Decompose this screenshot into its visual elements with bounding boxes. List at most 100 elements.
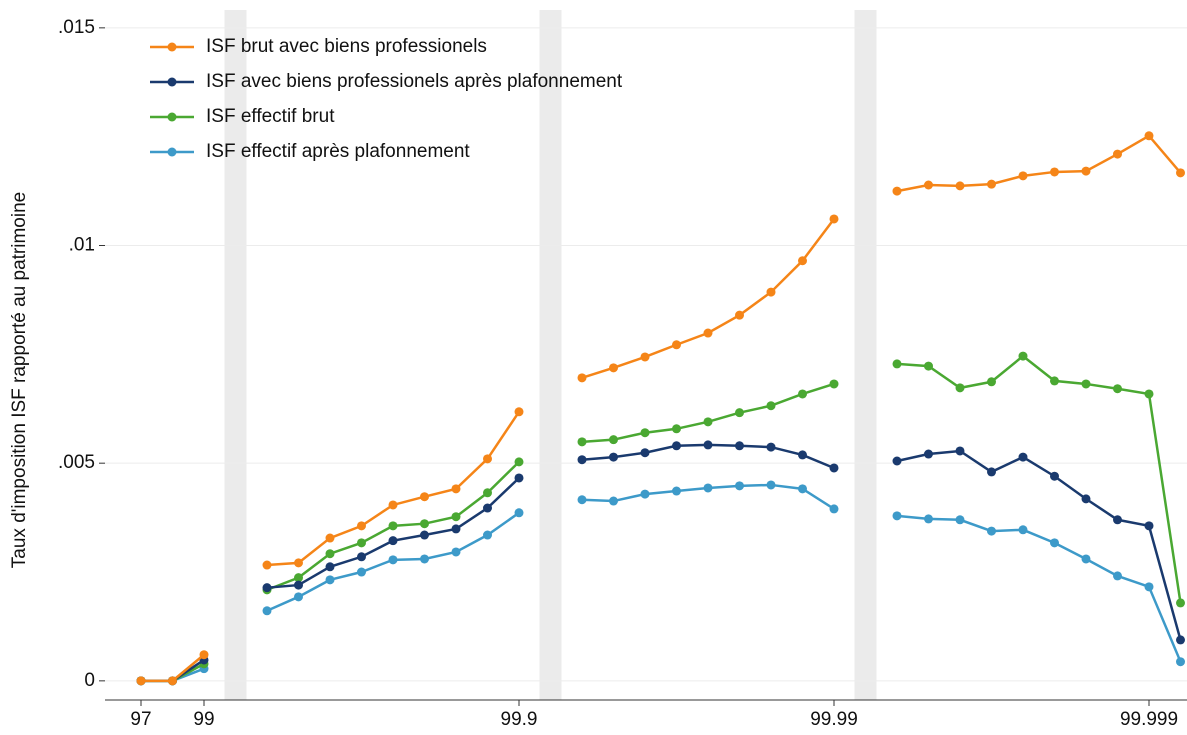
y-tick-label: .01 [69,235,95,256]
data-point [766,480,776,490]
data-point [1018,171,1028,181]
data-point [609,496,618,506]
data-point [168,676,177,686]
data-point [1081,494,1091,504]
gap-band [854,10,877,700]
data-point [577,455,587,465]
data-point [892,511,902,521]
data-point [325,549,335,559]
data-point [955,181,965,191]
legend-marker [167,112,177,122]
data-point [136,676,146,686]
data-point [262,606,272,616]
gap-band [224,10,247,700]
data-point [924,449,933,459]
data-point [1113,149,1122,159]
data-point [577,495,587,505]
data-point [672,441,681,451]
data-point [388,500,398,510]
data-point [514,407,524,417]
x-tick-label: 99.99 [810,709,858,730]
data-point [798,450,807,460]
data-point [262,583,272,593]
data-point [294,558,303,568]
x-tick-label: 99.999 [1120,709,1178,730]
data-point [672,486,681,496]
data-point [1176,598,1185,608]
data-point [357,521,366,531]
data-point [892,359,902,369]
data-point [514,508,524,518]
data-point [703,328,713,338]
data-point [1176,635,1185,645]
data-point [766,401,776,411]
data-point [1144,582,1154,592]
data-point [829,379,839,389]
data-point [609,452,618,462]
data-point [294,573,303,583]
data-point [955,446,965,456]
data-point [924,514,933,524]
data-point [1081,166,1091,176]
data-point [955,383,965,393]
x-tick-label: 97 [130,709,151,730]
legend-marker [167,147,177,157]
data-point [1050,471,1059,481]
data-point [640,352,650,362]
legend-label: ISF effectif après plafonnement [206,141,470,162]
legend-label: ISF effectif brut [206,106,335,127]
data-point [640,489,650,499]
data-point [514,457,524,467]
data-point [735,481,744,491]
data-point [451,524,461,534]
data-point [798,256,807,266]
data-point [420,554,429,564]
data-point [955,515,965,525]
data-point [892,456,902,466]
data-point [892,186,902,196]
data-point [1144,131,1154,141]
data-point [987,179,996,189]
data-point [514,473,524,483]
data-point [1018,525,1028,535]
data-point [798,484,807,494]
data-point [357,552,366,562]
data-point [798,389,807,399]
data-point [640,428,650,438]
data-point [451,547,461,557]
y-tick-label: 0 [84,670,95,691]
data-point [1050,376,1059,386]
y-tick-label: .005 [58,452,95,473]
data-point [1081,379,1091,389]
data-point [987,377,996,387]
legend-marker [167,77,177,87]
x-tick-label: 99 [193,709,214,730]
data-point [325,575,335,585]
data-point [388,555,398,565]
data-point [420,492,429,502]
data-point [325,562,335,572]
data-point [1144,521,1154,531]
data-point [451,512,461,522]
y-tick-label: .015 [58,17,95,38]
legend-marker [167,42,177,52]
data-point [483,503,492,513]
x-tick-label: 99.9 [501,709,538,730]
data-point [735,408,744,418]
legend-label: ISF avec biens professionels après plafo… [206,71,623,92]
data-point [924,180,933,190]
data-point [451,484,461,494]
data-point [735,310,744,320]
data-point [703,417,713,427]
data-point [987,526,996,536]
data-point [1176,657,1185,667]
data-point [924,361,933,371]
data-point [388,536,398,546]
data-point [483,530,492,540]
data-point [1144,389,1154,399]
data-point [987,467,996,477]
data-point [672,340,681,350]
data-point [199,650,209,660]
